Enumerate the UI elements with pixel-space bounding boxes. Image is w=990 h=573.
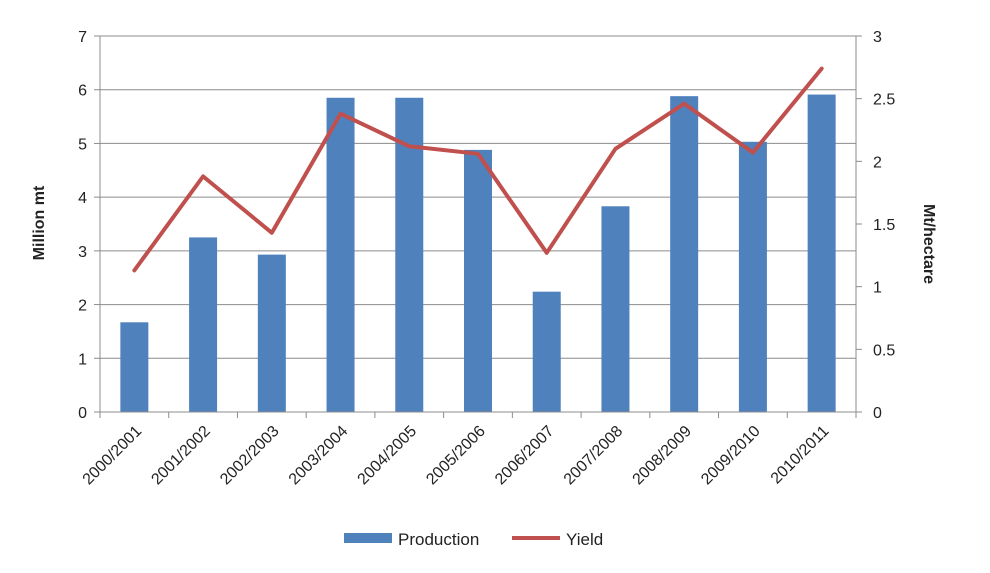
yield-line-group — [132, 66, 824, 273]
bar-production — [120, 322, 149, 412]
left-tick-label: 1 — [78, 351, 87, 368]
right-tick-label: 1 — [873, 280, 882, 297]
x-tick-label: 2005/2006 — [423, 423, 489, 489]
yield-line — [132, 66, 824, 273]
right-tick-label: 3 — [873, 29, 882, 46]
right-tick-label: 2.5 — [873, 92, 895, 109]
left-tick-label: 4 — [78, 190, 87, 207]
x-tick-label: 2006/2007 — [492, 423, 558, 489]
bar-production — [326, 97, 355, 413]
bar-production — [532, 291, 561, 412]
x-tick-label: 2004/2005 — [355, 423, 421, 489]
x-tick-label: 2003/2004 — [286, 423, 352, 489]
bar-production — [257, 254, 286, 412]
legend-label-production: Production — [398, 530, 479, 549]
x-tick-label: 2010/2011 — [768, 423, 833, 488]
legend: Production Yield — [344, 530, 603, 549]
x-tick-label: 2007/2008 — [561, 423, 627, 489]
bar-production — [601, 206, 630, 412]
bar-production — [738, 141, 767, 412]
bar-production — [464, 149, 492, 413]
left-tick-label: 7 — [78, 29, 87, 46]
axes — [94, 35, 862, 418]
left-tick-label: 5 — [78, 136, 87, 153]
x-tick-label: 2008/2009 — [630, 423, 696, 489]
legend-label-yield: Yield — [566, 530, 603, 549]
left-tick-label: 2 — [78, 298, 87, 315]
left-axis-title: Million mt — [31, 185, 48, 260]
x-tick-label: 2002/2003 — [217, 423, 283, 489]
left-tick-label: 6 — [78, 83, 87, 100]
left-axis-ticks: 0 1 2 3 4 5 6 7 — [78, 29, 87, 422]
right-axis-ticks: 0 0.5 1 1.5 2 2.5 3 — [873, 29, 895, 422]
right-axis-title: Mt/hectare — [920, 204, 937, 284]
right-tick-label: 0 — [873, 405, 882, 422]
x-tick-label: 2000/2001 — [80, 423, 146, 489]
left-tick-label: 0 — [78, 405, 87, 422]
left-tick-label: 3 — [78, 244, 87, 261]
legend-swatch-production — [344, 533, 392, 543]
bar-production — [189, 237, 218, 412]
right-tick-label: 2 — [873, 154, 882, 171]
x-tick-label: 2001/2002 — [148, 423, 214, 489]
bar-production — [395, 97, 424, 413]
right-tick-label: 1.5 — [873, 217, 895, 234]
production-bars — [120, 94, 836, 413]
bar-production — [670, 96, 699, 412]
bar-production — [807, 94, 836, 412]
x-axis-ticks: 2000/2001 2001/2002 2002/2003 2003/2004 2004… — [80, 423, 833, 489]
right-tick-label: 0.5 — [873, 342, 895, 359]
x-tick-label: 2009/2010 — [698, 423, 764, 489]
